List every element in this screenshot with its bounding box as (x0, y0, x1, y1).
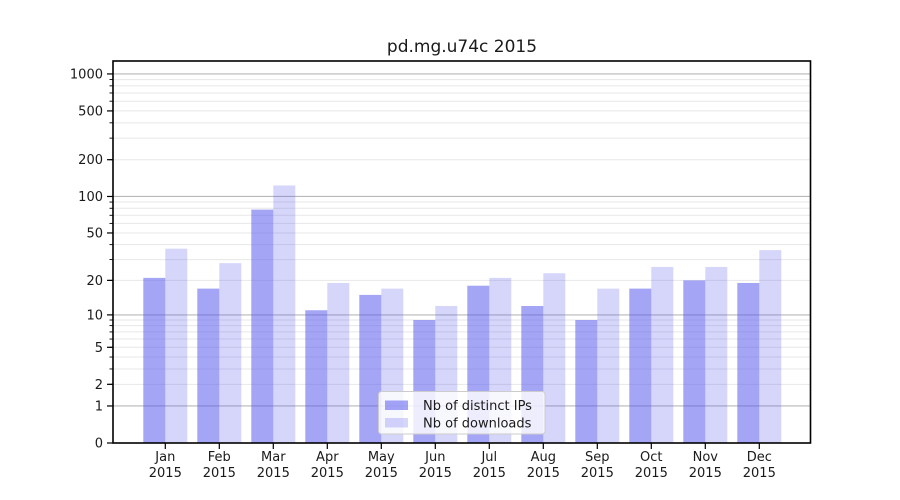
legend-label-downloads: Nb of downloads (423, 417, 532, 432)
bar-downloads-feb (219, 263, 242, 443)
bar-distinct-ips-apr (305, 310, 328, 443)
bar-downloads-aug (543, 273, 566, 443)
legend-swatch-downloads (385, 418, 408, 428)
bar-downloads-jan (165, 248, 188, 443)
x-tick-label: Feb 2015 (203, 450, 236, 481)
bar-distinct-ips-feb (197, 288, 220, 443)
legend-label-distinct-ips: Nb of distinct IPs (423, 399, 532, 414)
y-tick-label: 500 (78, 104, 103, 119)
x-tick-label: Mar 2015 (257, 450, 290, 481)
y-tick-label: 0 (95, 437, 103, 452)
y-tick-label: 10 (86, 308, 103, 323)
legend-box (378, 391, 546, 435)
bar-distinct-ips-may (359, 294, 382, 443)
x-tick-label: Dec 2015 (743, 450, 776, 481)
bar-downloads-nov (705, 266, 728, 443)
bar-downloads-apr (327, 282, 350, 443)
legend: Nb of distinct IPs Nb of downloads (378, 391, 546, 435)
bar-distinct-ips-sep (575, 320, 598, 443)
bar-distinct-ips-dec (737, 282, 760, 443)
bar-downloads-sep (597, 288, 620, 443)
x-tick-label: Nov 2015 (689, 450, 722, 481)
bar-distinct-ips-mar (251, 209, 274, 443)
x-tick-label: Apr 2015 (311, 450, 344, 481)
y-tick-label: 200 (78, 153, 103, 168)
x-tick-label: Oct 2015 (635, 450, 668, 481)
bar-downloads-oct (651, 266, 674, 443)
x-tick-label: May 2015 (365, 450, 398, 481)
x-tick-label: Jan 2015 (149, 450, 182, 481)
bar-distinct-ips-oct (629, 288, 652, 443)
axes-frame (112, 60, 812, 444)
y-tick-label: 1000 (70, 67, 103, 82)
y-tick-label: 1 (95, 399, 103, 414)
x-tick-label: Jul 2015 (473, 450, 506, 481)
y-tick-label: 20 (86, 274, 103, 289)
legend-swatch-distinct-ips (385, 400, 408, 410)
y-axis: 0 1 2 5 10 20 50 100 200 500 1000 (70, 67, 113, 452)
y-tick-label: 50 (86, 226, 103, 241)
bar-distinct-ips-jan (143, 277, 166, 443)
y-tick-label: 2 (95, 378, 103, 393)
bar-distinct-ips-nov (683, 280, 706, 443)
x-axis: Jan 2015 Feb 2015 Mar 2015 Apr 2015 May 2015 Jun 20… (149, 443, 776, 481)
y-tick-label: 100 (78, 190, 103, 205)
bar-downloads-mar (273, 185, 296, 443)
chart-title: pd.mg.u74c 2015 (387, 37, 537, 57)
x-tick-label: Sep 2015 (581, 450, 614, 481)
plot-border (112, 60, 812, 444)
x-tick-label: Jun 2015 (419, 450, 452, 481)
y-tick-label: 5 (95, 341, 103, 356)
bar-downloads-dec (759, 250, 782, 443)
x-tick-label: Aug 2015 (527, 450, 560, 481)
